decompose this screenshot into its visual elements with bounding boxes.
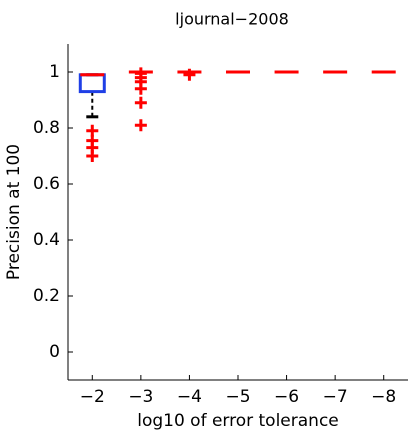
y-tick-label: 0.4	[33, 230, 60, 250]
outlier	[134, 82, 147, 95]
x-tick-label: −7	[323, 387, 348, 407]
outlier	[86, 150, 99, 162]
y-tick-label: 1	[49, 62, 60, 82]
chart-title: ljournal−2008	[175, 10, 289, 29]
x-tick-label: −8	[371, 387, 396, 407]
x-tick-label: −5	[225, 387, 250, 407]
y-tick-label: 0.8	[33, 118, 60, 138]
x-tick-label: −6	[274, 387, 299, 407]
y-tick-label: 0.6	[33, 174, 60, 194]
y-axis-label: Precision at 100	[4, 144, 24, 280]
outlier	[134, 119, 147, 132]
y-tick-label: 0.2	[33, 286, 60, 306]
x-tick-label: −3	[128, 387, 153, 407]
x-tick-label: −2	[80, 387, 105, 407]
outlier	[183, 68, 196, 81]
y-tick-label: 0	[49, 342, 60, 362]
x-axis-label: log10 of error tolerance	[137, 411, 339, 431]
box	[78, 73, 106, 94]
x-tick-label: −4	[177, 387, 202, 407]
outlier	[134, 96, 147, 109]
